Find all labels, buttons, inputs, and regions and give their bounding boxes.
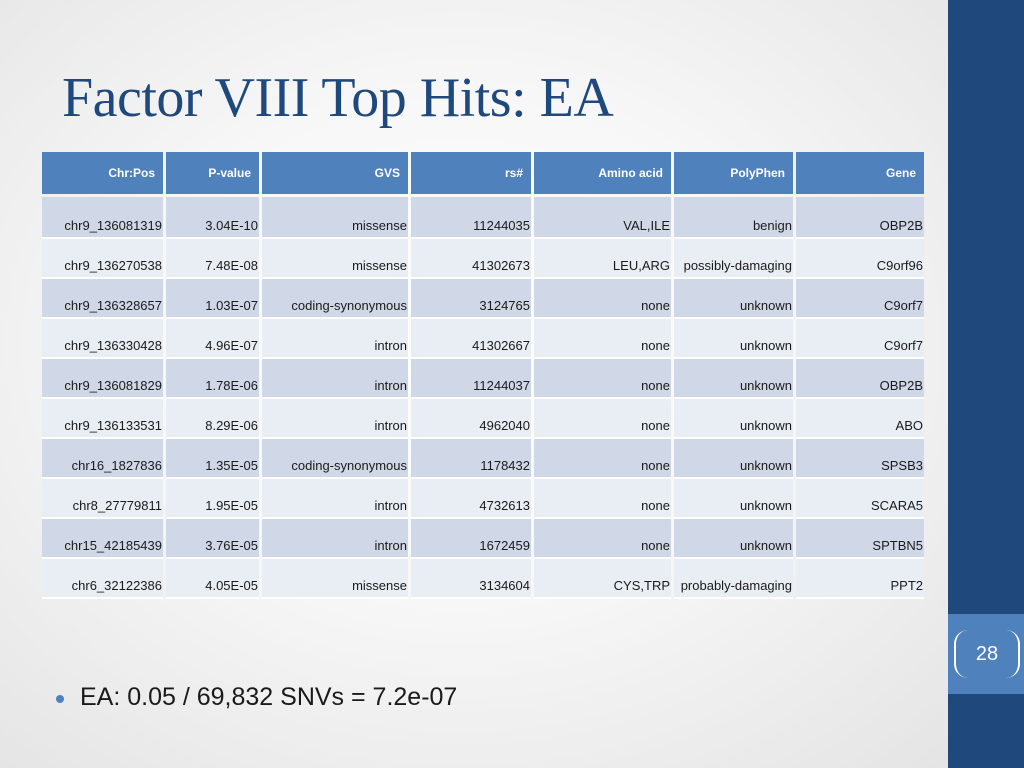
results-table: Chr:Pos P-value GVS rs# Amino acid PolyP… <box>39 152 927 599</box>
table-row: chr9_136081319 3.04E-10 missense 11244035 VA… <box>42 197 924 239</box>
cell-gene: ABO <box>796 399 924 439</box>
bullet-text: EA: 0.05 / 69,832 SNVs = 7.2e-07 <box>80 683 458 711</box>
table-row: chr9_136330428 4.96E-07 intron 41302667 none… <box>42 319 924 359</box>
cell-polyphen: unknown <box>674 439 793 479</box>
bullet-dot-icon <box>56 694 64 703</box>
table-body: chr9_136081319 3.04E-10 missense 11244035 VA… <box>42 194 924 599</box>
cell-polyphen: unknown <box>674 319 793 359</box>
cell-chr-pos: chr9_136133531 <box>42 399 163 439</box>
cell-gvs: intron <box>262 319 408 359</box>
header-chr-pos: Chr:Pos <box>42 152 163 194</box>
header-gvs: GVS <box>262 152 408 194</box>
slide-number: 28 <box>954 630 1020 678</box>
cell-chr-pos: chr16_1827836 <box>42 439 163 479</box>
cell-rs: 4732613 <box>411 479 531 519</box>
table-row: chr8_27779811 1.95E-05 intron 4732613 none un… <box>42 479 924 519</box>
cell-rs: 4962040 <box>411 399 531 439</box>
cell-p-value: 1.95E-05 <box>166 479 259 519</box>
cell-p-value: 1.78E-06 <box>166 359 259 399</box>
table-row: chr9_136328657 1.03E-07 coding-synonymous 3… <box>42 279 924 319</box>
cell-polyphen: probably-damaging <box>674 559 793 599</box>
table-header-row: Chr:Pos P-value GVS rs# Amino acid PolyP… <box>42 152 924 194</box>
bullet-item: EA: 0.05 / 69,832 SNVs = 7.2e-07 <box>56 683 457 712</box>
cell-polyphen: unknown <box>674 359 793 399</box>
cell-amino-acid: none <box>534 519 671 559</box>
cell-gvs: coding-synonymous <box>262 439 408 479</box>
cell-gene: SCARA5 <box>796 479 924 519</box>
cell-gene: SPSB3 <box>796 439 924 479</box>
header-p-value: P-value <box>166 152 259 194</box>
cell-chr-pos: chr6_32122386 <box>42 559 163 599</box>
cell-gvs: intron <box>262 479 408 519</box>
cell-amino-acid: none <box>534 359 671 399</box>
cell-chr-pos: chr9_136330428 <box>42 319 163 359</box>
cell-gene: SPTBN5 <box>796 519 924 559</box>
cell-chr-pos: chr15_42185439 <box>42 519 163 559</box>
cell-amino-acid: VAL,ILE <box>534 197 671 239</box>
cell-p-value: 8.29E-06 <box>166 399 259 439</box>
cell-chr-pos: chr9_136270538 <box>42 239 163 279</box>
cell-amino-acid: none <box>534 479 671 519</box>
cell-p-value: 4.96E-07 <box>166 319 259 359</box>
cell-gvs: missense <box>262 559 408 599</box>
cell-polyphen: possibly-damaging <box>674 239 793 279</box>
cell-rs: 1178432 <box>411 439 531 479</box>
cell-p-value: 4.05E-05 <box>166 559 259 599</box>
cell-chr-pos: chr8_27779811 <box>42 479 163 519</box>
cell-p-value: 3.04E-10 <box>166 197 259 239</box>
header-gene: Gene <box>796 152 924 194</box>
table-row: chr16_1827836 1.35E-05 coding-synonymous 11… <box>42 439 924 479</box>
cell-rs: 3124765 <box>411 279 531 319</box>
cell-gvs: intron <box>262 359 408 399</box>
cell-polyphen: benign <box>674 197 793 239</box>
cell-gene: OBP2B <box>796 359 924 399</box>
cell-amino-acid: LEU,ARG <box>534 239 671 279</box>
cell-rs: 3134604 <box>411 559 531 599</box>
header-amino-acid: Amino acid <box>534 152 671 194</box>
cell-gvs: coding-synonymous <box>262 279 408 319</box>
results-table-container: Chr:Pos P-value GVS rs# Amino acid PolyP… <box>42 152 924 599</box>
cell-rs: 11244037 <box>411 359 531 399</box>
header-polyphen: PolyPhen <box>674 152 793 194</box>
cell-amino-acid: none <box>534 439 671 479</box>
cell-polyphen: unknown <box>674 279 793 319</box>
cell-rs: 11244035 <box>411 197 531 239</box>
slide-number-band <box>948 614 1024 694</box>
cell-amino-acid: none <box>534 399 671 439</box>
cell-rs: 41302673 <box>411 239 531 279</box>
cell-gene: C9orf96 <box>796 239 924 279</box>
cell-amino-acid: none <box>534 279 671 319</box>
cell-chr-pos: chr9_136328657 <box>42 279 163 319</box>
cell-p-value: 3.76E-05 <box>166 519 259 559</box>
table-row: chr9_136133531 8.29E-06 intron 4962040 none u… <box>42 399 924 439</box>
table-row: chr9_136081829 1.78E-06 intron 11244037 none… <box>42 359 924 399</box>
cell-polyphen: unknown <box>674 519 793 559</box>
cell-gene: PPT2 <box>796 559 924 599</box>
cell-rs: 1672459 <box>411 519 531 559</box>
cell-amino-acid: CYS,TRP <box>534 559 671 599</box>
cell-gvs: missense <box>262 197 408 239</box>
cell-gene: OBP2B <box>796 197 924 239</box>
cell-amino-acid: none <box>534 319 671 359</box>
cell-gene: C9orf7 <box>796 279 924 319</box>
cell-p-value: 1.35E-05 <box>166 439 259 479</box>
cell-gvs: missense <box>262 239 408 279</box>
cell-p-value: 1.03E-07 <box>166 279 259 319</box>
cell-chr-pos: chr9_136081829 <box>42 359 163 399</box>
cell-chr-pos: chr9_136081319 <box>42 197 163 239</box>
cell-gene: C9orf7 <box>796 319 924 359</box>
cell-polyphen: unknown <box>674 479 793 519</box>
cell-polyphen: unknown <box>674 399 793 439</box>
table-row: chr9_136270538 7.48E-08 missense 41302673 LE… <box>42 239 924 279</box>
cell-rs: 41302667 <box>411 319 531 359</box>
header-rs: rs# <box>411 152 531 194</box>
cell-gvs: intron <box>262 399 408 439</box>
table-row: chr6_32122386 4.05E-05 missense 3134604 CYS,… <box>42 559 924 599</box>
cell-gvs: intron <box>262 519 408 559</box>
table-row: chr15_42185439 3.76E-05 intron 1672459 none u… <box>42 519 924 559</box>
slide-title: Factor VIII Top Hits: EA <box>62 67 614 129</box>
cell-p-value: 7.48E-08 <box>166 239 259 279</box>
